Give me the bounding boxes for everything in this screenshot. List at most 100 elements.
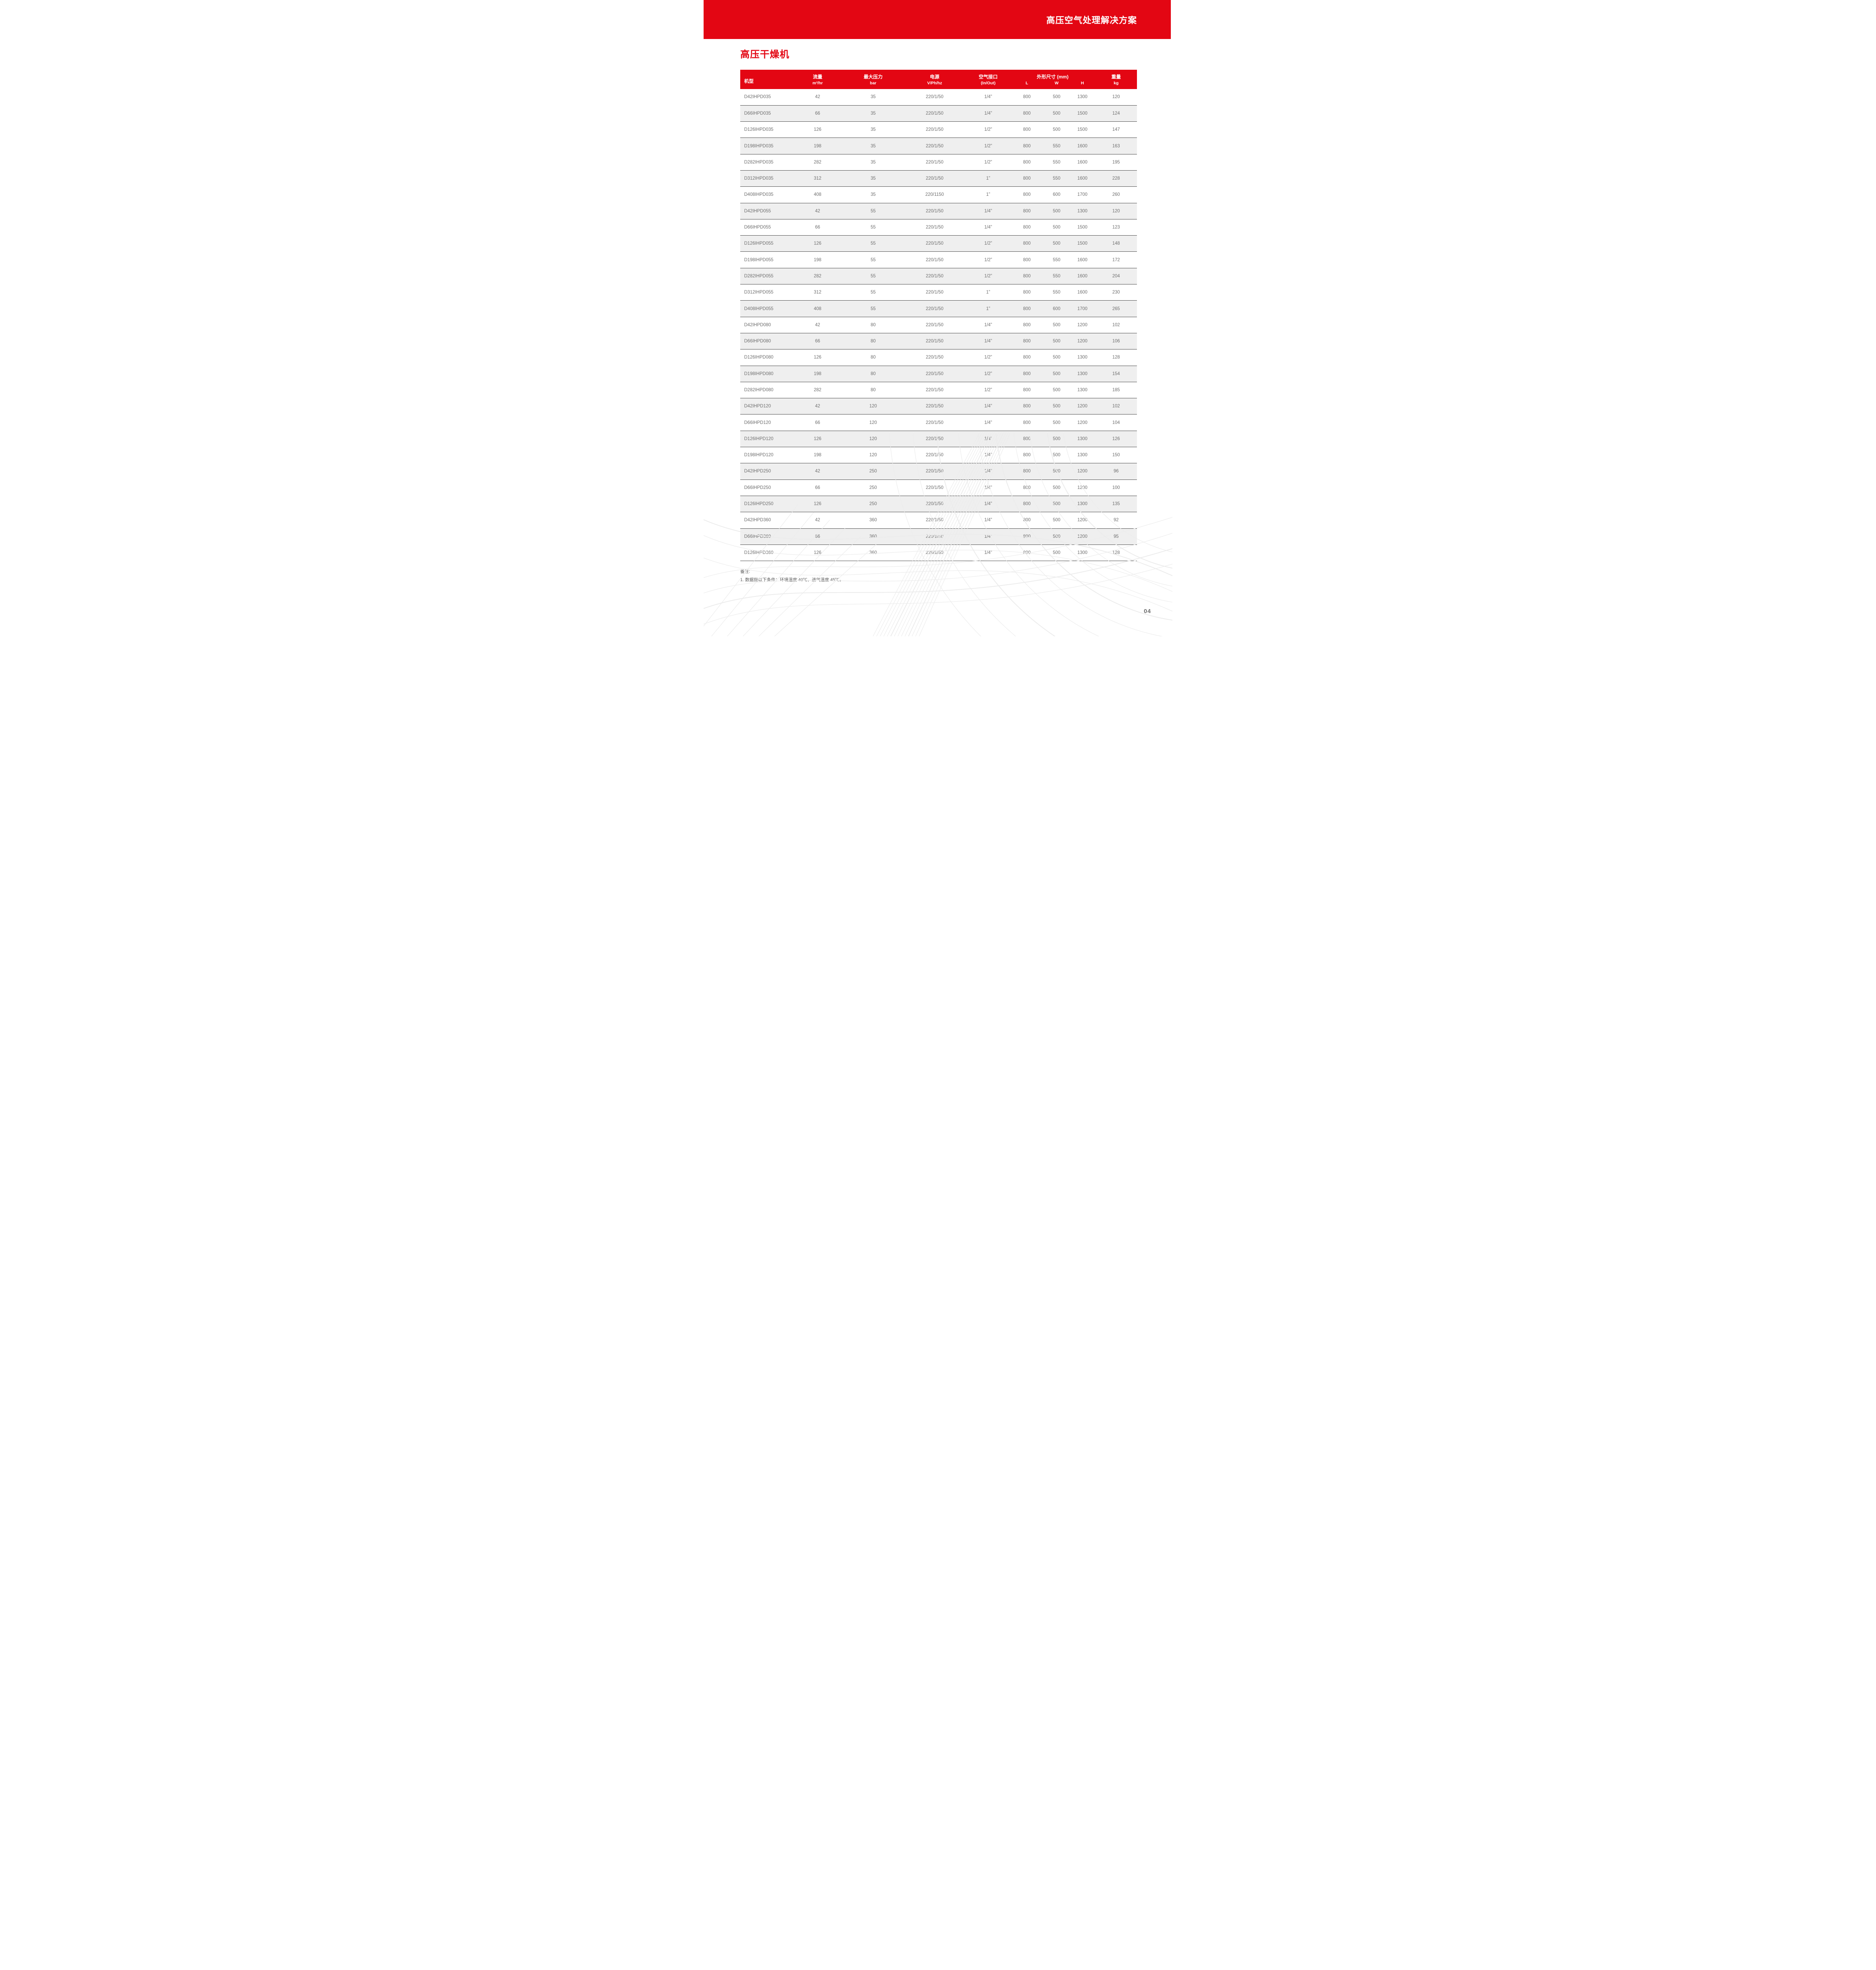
cell-interface: 1/4” (984, 518, 992, 523)
cell-model: D312IHPD035 (744, 176, 774, 181)
cell-flow: 42 (815, 404, 820, 409)
page-number: 04 (1144, 608, 1151, 615)
cell-interface: 1/4” (984, 534, 992, 539)
cell-dim-l: 800 (1023, 550, 1031, 555)
table-row: D282IHPD035 282 35 220/1/50 1/2” 800 550… (740, 154, 1137, 171)
table-row: D66IHPD250 66 250 220/1/50 1/4” 800 500 … (740, 479, 1137, 496)
cell-flow: 66 (815, 225, 820, 230)
cell-interface: 1/2” (984, 387, 992, 392)
cell-pressure: 360 (869, 534, 877, 539)
cell-dim-w: 500 (1053, 518, 1061, 523)
cell-dim-l: 800 (1023, 241, 1031, 246)
cell-pressure: 80 (870, 387, 876, 392)
cell-flow: 126 (814, 355, 821, 360)
cell-dim-l: 800 (1023, 322, 1031, 327)
cell-model: D408IHPD035 (744, 192, 774, 197)
cell-interface: 1/2” (984, 257, 992, 262)
cell-weight: 195 (1112, 160, 1120, 165)
cell-power: 220/1/50 (926, 518, 944, 523)
cell-dim-w: 600 (1053, 192, 1061, 197)
cell-dim-h: 1500 (1077, 241, 1088, 246)
col-header-flow: 流量 (791, 70, 843, 80)
cell-pressure: 120 (869, 436, 877, 441)
cell-weight: 204 (1112, 273, 1120, 279)
table-row: D66IHPD055 66 55 220/1/50 1/4” 800 500 1… (740, 219, 1137, 236)
cell-dim-w: 550 (1053, 176, 1061, 181)
cell-pressure: 35 (870, 160, 876, 165)
cell-interface: 1/4” (984, 95, 992, 100)
cell-weight: 120 (1112, 208, 1120, 214)
cell-dim-w: 550 (1053, 143, 1061, 149)
cell-flow: 66 (815, 420, 820, 425)
cell-interface: 1/2” (984, 355, 992, 360)
cell-weight: 104 (1112, 420, 1120, 425)
cell-dim-w: 500 (1053, 550, 1061, 555)
cell-pressure: 80 (870, 371, 876, 376)
cell-dim-l: 800 (1023, 192, 1031, 197)
cell-pressure: 35 (870, 95, 876, 100)
cell-dim-w: 500 (1053, 355, 1061, 360)
cell-power: 220/1/50 (926, 257, 944, 262)
cell-flow: 126 (814, 436, 821, 441)
cell-weight: 135 (1112, 502, 1120, 507)
cell-power: 220/1/50 (926, 387, 944, 392)
cell-dim-h: 1200 (1077, 469, 1088, 474)
cell-dim-h: 1200 (1077, 420, 1088, 425)
cell-model: D126IHPD080 (744, 355, 774, 360)
cell-dim-w: 500 (1053, 339, 1061, 344)
cell-flow: 126 (814, 502, 821, 507)
catalog-page: 高压空气处理解决方案 高压干燥机 机型 流量 最大压力 电源 空气接口 (704, 0, 1172, 636)
cell-flow: 42 (815, 95, 820, 100)
cell-flow: 198 (814, 257, 821, 262)
cell-dim-l: 800 (1023, 485, 1031, 490)
cell-flow: 66 (815, 111, 820, 116)
cell-weight: 148 (1112, 241, 1120, 246)
cell-power: 220/1/50 (926, 241, 944, 246)
cell-model: D282IHPD080 (744, 387, 774, 392)
cell-pressure: 250 (869, 485, 877, 490)
page-title: 高压空气处理解决方案 (1046, 15, 1137, 25)
cell-interface: 1/2” (984, 160, 992, 165)
col-unit-weight: kg (1095, 80, 1137, 89)
cell-weight: 123 (1112, 225, 1120, 230)
cell-dim-w: 600 (1053, 306, 1061, 311)
col-sub-w: W (1044, 80, 1070, 89)
cell-model: D42IHPD360 (744, 518, 771, 523)
cell-model: D42IHPD120 (744, 404, 771, 409)
cell-model: D66IHPD250 (744, 485, 771, 490)
cell-flow: 408 (814, 192, 821, 197)
cell-dim-w: 550 (1053, 273, 1061, 279)
table-row: D408IHPD055 408 55 220/1/50 1” 800 600 1… (740, 300, 1137, 317)
cell-dim-l: 800 (1023, 257, 1031, 262)
cell-dim-w: 500 (1053, 502, 1061, 507)
cell-flow: 198 (814, 143, 821, 149)
cell-weight: 228 (1112, 176, 1120, 181)
cell-model: D126IHPD360 (744, 550, 774, 555)
cell-dim-l: 800 (1023, 160, 1031, 165)
cell-dim-w: 500 (1053, 208, 1061, 214)
table-row: D198IHPD080 198 80 220/1/50 1/2” 800 500… (740, 366, 1137, 382)
cell-weight: 185 (1112, 387, 1120, 392)
cell-interface: 1/4” (984, 469, 992, 474)
cell-weight: 265 (1112, 306, 1120, 311)
cell-pressure: 55 (870, 306, 876, 311)
cell-flow: 282 (814, 273, 821, 279)
cell-power: 220/1/50 (926, 469, 944, 474)
table-row: D198IHPD120 198 120 220/1/50 1/4” 800 50… (740, 447, 1137, 463)
col-header-power: 电源 (903, 70, 966, 80)
cell-flow: 312 (814, 290, 821, 295)
cell-weight: 102 (1112, 322, 1120, 327)
cell-dim-w: 550 (1053, 257, 1061, 262)
cell-interface: 1/2” (984, 241, 992, 246)
cell-interface: 1” (986, 192, 990, 197)
cell-flow: 282 (814, 160, 821, 165)
cell-model: D66IHPD360 (744, 534, 771, 539)
cell-interface: 1/2” (984, 143, 992, 149)
cell-dim-h: 1200 (1077, 518, 1088, 523)
table-row: D126IHPD360 126 360 220/1/50 1/4” 800 50… (740, 545, 1137, 561)
cell-model: D126IHPD055 (744, 241, 774, 246)
table-row: D282IHPD055 282 55 220/1/50 1/2” 800 550… (740, 268, 1137, 284)
cell-dim-w: 500 (1053, 534, 1061, 539)
cell-pressure: 55 (870, 257, 876, 262)
cell-power: 220/1/50 (926, 95, 944, 100)
